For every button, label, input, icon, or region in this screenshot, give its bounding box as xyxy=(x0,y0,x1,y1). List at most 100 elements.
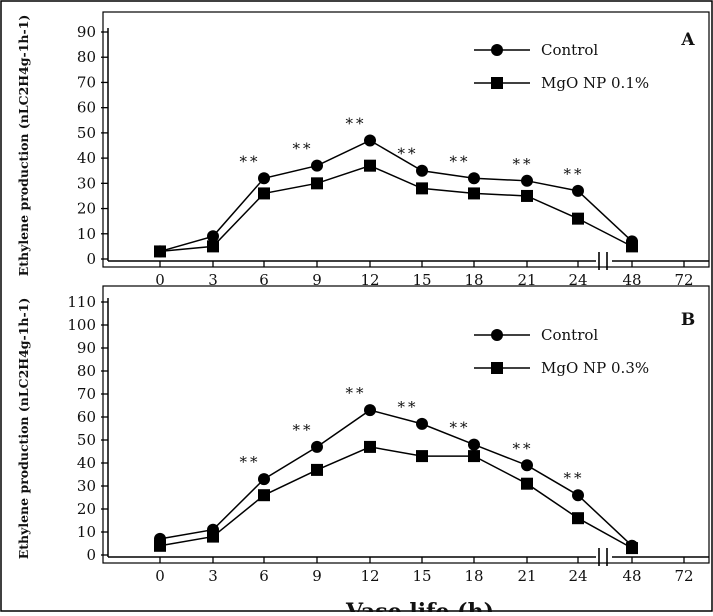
significance-marker: ** xyxy=(346,114,367,132)
y-tick-label: 70 xyxy=(77,385,96,403)
significance-marker: ** xyxy=(346,384,367,402)
data-point-square xyxy=(572,212,584,225)
data-point-circle xyxy=(572,184,584,197)
series-line-mgo xyxy=(159,164,579,253)
x-tick-label: 72 xyxy=(674,567,693,585)
series-line-mgo xyxy=(577,217,633,248)
series-line-control xyxy=(577,190,633,242)
y-tick-label: 0 xyxy=(86,546,96,564)
data-point-square xyxy=(468,450,480,463)
y-tick-label: 80 xyxy=(77,362,96,380)
data-point-square xyxy=(626,542,638,555)
panel-label: B xyxy=(681,310,695,330)
data-point-circle xyxy=(311,440,323,453)
significance-marker: ** xyxy=(398,145,419,163)
significance-marker: ** xyxy=(450,419,471,437)
legend-marker-circle xyxy=(491,44,503,56)
data-point-circle xyxy=(468,172,480,185)
data-point-circle xyxy=(364,134,376,147)
y-tick-label: 20 xyxy=(77,500,96,518)
data-point-square xyxy=(154,539,166,552)
significance-marker: ** xyxy=(240,152,261,170)
data-point-square xyxy=(311,177,323,190)
data-point-square xyxy=(416,182,428,195)
x-tick-label: 9 xyxy=(312,271,322,289)
x-tick-label: 9 xyxy=(312,567,322,585)
y-tick-label: 70 xyxy=(77,73,96,91)
series-line-mgo xyxy=(577,517,633,549)
panel-frame xyxy=(102,285,710,564)
data-point-circle xyxy=(207,230,219,243)
legend-label: Control xyxy=(541,326,598,344)
x-tick-label: 3 xyxy=(208,567,218,585)
x-tick-label: 24 xyxy=(568,567,587,585)
x-tick-label: 48 xyxy=(622,271,641,289)
significance-marker: ** xyxy=(564,469,585,487)
data-point-circle xyxy=(468,438,480,451)
data-point-square xyxy=(207,240,219,253)
y-tick-label: 60 xyxy=(77,408,96,426)
x-tick-label: 24 xyxy=(568,271,587,289)
x-tick-label: 3 xyxy=(208,271,218,289)
x-tick-label: 21 xyxy=(517,567,536,585)
y-tick-label: 30 xyxy=(77,477,96,495)
chart-panel-b: 0 10 20 30 40 50 60 70 80 90 100 110 0 3 6 9 12 15 18 21 24 4… xyxy=(16,285,710,585)
x-tick-label: 12 xyxy=(360,271,379,289)
y-tick-label: 110 xyxy=(67,293,96,311)
x-tick-label: 15 xyxy=(412,271,431,289)
y-tick-label: 90 xyxy=(77,339,96,357)
x-tick-label: 6 xyxy=(259,567,269,585)
data-point-circle xyxy=(258,473,270,486)
y-tick-label: 60 xyxy=(77,99,96,117)
data-point-square xyxy=(572,512,584,525)
data-point-square xyxy=(626,240,638,253)
series-line-control xyxy=(159,409,579,540)
data-point-square xyxy=(311,463,323,476)
data-point-circle xyxy=(521,174,533,187)
legend-label: Control xyxy=(541,41,598,59)
significance-marker: ** xyxy=(240,453,261,471)
significance-marker: ** xyxy=(293,421,314,439)
y-tick-label: 10 xyxy=(77,523,96,541)
significance-marker: ** xyxy=(513,439,534,457)
x-axis-label: Vase life (h) xyxy=(345,599,494,612)
panel-frame xyxy=(102,11,710,268)
data-point-circle xyxy=(364,404,376,417)
y-axis-label: Ethylene production (nLC2H4g-1h-1) xyxy=(16,15,31,277)
significance-marker: ** xyxy=(564,165,585,183)
data-point-circle xyxy=(521,459,533,472)
legend-marker-square xyxy=(491,77,503,89)
data-point-circle xyxy=(416,417,428,430)
legend-label: MgO NP 0.3% xyxy=(541,359,649,377)
y-tick-label: 50 xyxy=(77,431,96,449)
data-point-square xyxy=(521,477,533,490)
y-tick-label: 80 xyxy=(77,48,96,66)
x-tick-label: 48 xyxy=(622,567,641,585)
data-point-square xyxy=(207,530,219,543)
data-point-square xyxy=(468,187,480,200)
y-tick-label: 30 xyxy=(77,174,96,192)
y-tick-label: 20 xyxy=(77,200,96,218)
legend-marker-square xyxy=(491,362,503,374)
y-tick-label: 10 xyxy=(77,225,96,243)
legend-marker-circle xyxy=(491,329,503,341)
data-point-circle xyxy=(311,159,323,172)
y-tick-label: 0 xyxy=(86,250,96,268)
series-line-control xyxy=(577,494,633,547)
data-point-circle xyxy=(258,172,270,185)
x-tick-label: 15 xyxy=(412,567,431,585)
significance-marker: ** xyxy=(513,155,534,173)
chart-panel-a: 0 10 20 30 40 50 60 70 80 90 0 3 6 9 12 15 18 21 24 48 72 Eth… xyxy=(16,11,710,289)
data-point-square xyxy=(154,245,166,258)
x-tick-label: 6 xyxy=(259,271,269,289)
y-tick-label: 50 xyxy=(77,124,96,142)
significance-marker: ** xyxy=(398,398,419,416)
data-point-square xyxy=(364,159,376,172)
x-tick-label: 12 xyxy=(360,567,379,585)
data-point-square xyxy=(416,450,428,463)
x-tick-label: 21 xyxy=(517,271,536,289)
data-point-square xyxy=(364,440,376,453)
x-tick-label: 72 xyxy=(674,271,693,289)
